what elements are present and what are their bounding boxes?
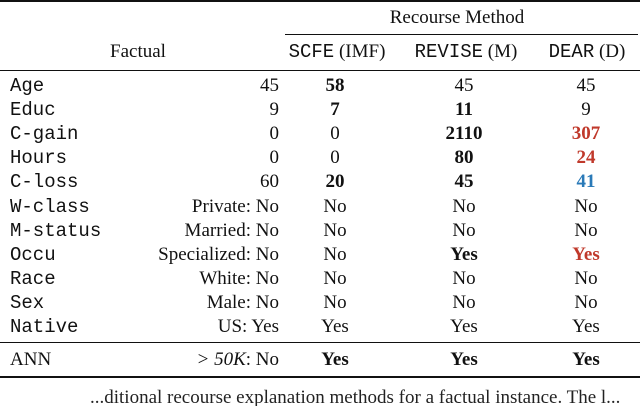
table-row: Sex Male: No No No No	[10, 291, 635, 315]
factual-value: 45	[260, 75, 279, 97]
factual-value: US: Yes	[217, 315, 279, 337]
recourse-method-header: Recourse Method	[389, 7, 525, 28]
dear-value: 45	[576, 75, 596, 97]
revise-value: 2110	[445, 123, 483, 145]
method-header-revise: REVISE (M)	[415, 41, 518, 63]
summary-table: ANN > 50K: No Yes Yes Yes	[10, 348, 635, 372]
factual-value: 0	[269, 147, 280, 169]
factual-value: 0	[269, 123, 280, 145]
feature-name: Occu	[10, 243, 56, 266]
summary-factual-value: > 50K: No	[126, 348, 280, 372]
table-row: W-class Private: No No No No	[10, 194, 635, 218]
caption-fragment: ...ditional recourse explanation methods…	[0, 389, 640, 406]
feature-name: C-loss	[10, 171, 79, 194]
factual-value: 60	[260, 171, 279, 193]
summary-row: ANN > 50K: No Yes Yes Yes	[10, 348, 635, 372]
feature-name: C-gain	[10, 123, 79, 146]
factual-value: Specialized: No	[158, 243, 279, 265]
dear-value: No	[574, 267, 598, 289]
group-header-rule	[285, 34, 638, 35]
summary-rule	[0, 342, 640, 343]
scfe-value: 7	[330, 99, 340, 121]
table-row: M-status Married: No No No No	[10, 219, 635, 243]
bottom-rule	[0, 376, 640, 378]
scfe-value: No	[323, 267, 347, 289]
scfe-value: 0	[330, 123, 340, 145]
summary-feature-name: ANN	[10, 349, 52, 371]
summary-factual-result: : No	[245, 349, 279, 371]
dear-value: No	[574, 291, 598, 313]
summary-scfe-value: Yes	[321, 349, 349, 371]
method-name: SCFE	[288, 41, 335, 63]
method-name: DEAR	[548, 41, 595, 63]
table-row: Occu Specialized: No No Yes Yes	[10, 243, 635, 267]
scfe-value: No	[323, 195, 347, 217]
top-rule	[0, 0, 640, 2]
scfe-value: No	[323, 219, 347, 241]
feature-name: Educ	[10, 99, 56, 122]
revise-value: 45	[454, 75, 474, 97]
caption-text: ...ditional recourse explanation methods…	[90, 389, 621, 406]
table-row: Race White: No No No No	[10, 267, 635, 291]
table-row: Educ 9 7 11 9	[10, 98, 635, 122]
revise-value: Yes	[450, 243, 478, 265]
revise-value: No	[452, 291, 476, 313]
feature-name: Age	[10, 75, 45, 98]
feature-name: Race	[10, 267, 56, 290]
feature-table: Age 45 58 45 45 Educ 9 7 11 9 C-gain 0 0…	[10, 74, 635, 339]
feature-name: Hours	[10, 147, 68, 170]
scfe-value: No	[323, 291, 347, 313]
dear-value: Yes	[572, 243, 600, 265]
summary-revise-value: Yes	[450, 349, 478, 371]
factual-value: Married: No	[184, 219, 279, 241]
revise-value: Yes	[450, 315, 478, 337]
factual-header: Factual	[110, 41, 166, 62]
factual-value: 9	[269, 99, 280, 121]
revise-value: No	[452, 195, 476, 217]
table-row: Hours 0 0 80 24	[10, 146, 635, 170]
feature-name: M-status	[10, 219, 102, 242]
scfe-value: 20	[325, 171, 345, 193]
table-row: C-gain 0 0 2110 307	[10, 122, 635, 146]
factual-value: White: No	[199, 267, 279, 289]
scfe-value: No	[323, 243, 347, 265]
revise-value: 45	[454, 171, 474, 193]
dear-value: No	[574, 195, 598, 217]
feature-name: W-class	[10, 195, 90, 218]
revise-value: 80	[454, 147, 474, 169]
method-tag: (D)	[598, 41, 626, 62]
revise-value: No	[452, 267, 476, 289]
dear-value: Yes	[572, 315, 600, 337]
feature-name: Sex	[10, 291, 45, 314]
scfe-value: 58	[325, 75, 345, 97]
table-row: Age 45 58 45 45	[10, 74, 635, 98]
dear-value: 9	[581, 99, 591, 121]
table-row: Native US: Yes Yes Yes Yes	[10, 315, 635, 339]
scfe-value: 0	[330, 147, 340, 169]
table-row: C-loss 60 20 45 41	[10, 170, 635, 194]
dear-value: No	[574, 219, 598, 241]
feature-name: Native	[10, 315, 79, 338]
method-tag: (IMF)	[338, 41, 386, 62]
factual-value: Private: No	[191, 195, 279, 217]
scfe-value: Yes	[321, 315, 349, 337]
factual-value: Male: No	[206, 291, 279, 313]
summary-dear-value: Yes	[572, 349, 600, 371]
revise-value: No	[452, 219, 476, 241]
header-rule	[0, 70, 640, 71]
dear-value: 307	[571, 123, 601, 145]
method-name: REVISE	[414, 41, 484, 63]
summary-factual-math: > 50K	[196, 349, 246, 371]
method-tag: (M)	[487, 41, 518, 62]
method-header-scfe: SCFE (IMF)	[289, 41, 386, 63]
dear-value: 41	[576, 171, 596, 193]
dear-value: 24	[576, 147, 596, 169]
revise-value: 11	[455, 99, 473, 121]
method-header-dear: DEAR (D)	[549, 41, 626, 63]
